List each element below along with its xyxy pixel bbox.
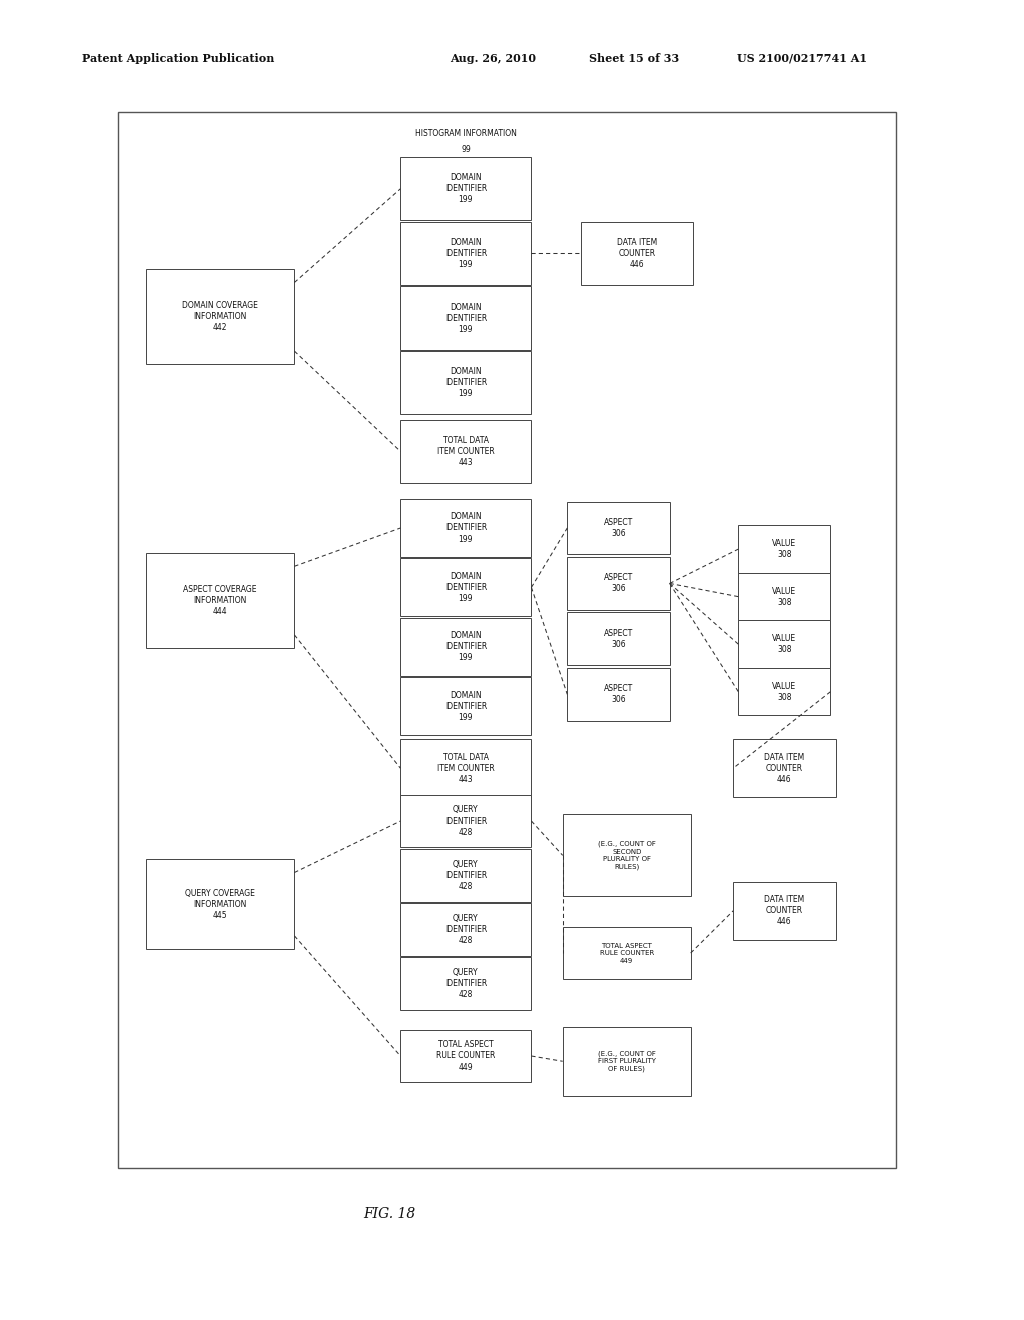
Text: DOMAIN
IDENTIFIER
199: DOMAIN IDENTIFIER 199 xyxy=(444,572,487,603)
FancyBboxPatch shape xyxy=(738,573,830,620)
FancyBboxPatch shape xyxy=(400,499,531,557)
Text: DATA ITEM
COUNTER
446: DATA ITEM COUNTER 446 xyxy=(764,752,805,784)
Text: DOMAIN COVERAGE
INFORMATION
442: DOMAIN COVERAGE INFORMATION 442 xyxy=(182,301,258,333)
FancyBboxPatch shape xyxy=(400,903,531,956)
Text: 99: 99 xyxy=(461,145,471,153)
Text: DOMAIN
IDENTIFIER
199: DOMAIN IDENTIFIER 199 xyxy=(444,173,487,205)
FancyBboxPatch shape xyxy=(738,525,830,573)
FancyBboxPatch shape xyxy=(400,849,531,902)
Text: TOTAL DATA
ITEM COUNTER
443: TOTAL DATA ITEM COUNTER 443 xyxy=(437,436,495,467)
FancyBboxPatch shape xyxy=(567,668,670,721)
Text: DOMAIN
IDENTIFIER
199: DOMAIN IDENTIFIER 199 xyxy=(444,367,487,399)
FancyBboxPatch shape xyxy=(400,558,531,616)
FancyBboxPatch shape xyxy=(567,612,670,665)
Text: TOTAL ASPECT
RULE COUNTER
449: TOTAL ASPECT RULE COUNTER 449 xyxy=(436,1040,496,1072)
Text: QUERY
IDENTIFIER
428: QUERY IDENTIFIER 428 xyxy=(444,913,487,945)
FancyBboxPatch shape xyxy=(400,420,531,483)
FancyBboxPatch shape xyxy=(563,927,690,979)
FancyBboxPatch shape xyxy=(400,157,531,220)
Text: DOMAIN
IDENTIFIER
199: DOMAIN IDENTIFIER 199 xyxy=(444,512,487,544)
FancyBboxPatch shape xyxy=(400,286,531,350)
FancyBboxPatch shape xyxy=(146,553,295,648)
FancyBboxPatch shape xyxy=(738,668,830,715)
Text: Aug. 26, 2010: Aug. 26, 2010 xyxy=(451,53,537,63)
Text: DOMAIN
IDENTIFIER
199: DOMAIN IDENTIFIER 199 xyxy=(444,690,487,722)
Text: ASPECT COVERAGE
INFORMATION
444: ASPECT COVERAGE INFORMATION 444 xyxy=(183,585,257,616)
Text: (E.G., COUNT OF
SECOND
PLURALITY OF
RULES): (E.G., COUNT OF SECOND PLURALITY OF RULE… xyxy=(598,841,655,870)
FancyBboxPatch shape xyxy=(567,502,670,554)
Text: QUERY
IDENTIFIER
428: QUERY IDENTIFIER 428 xyxy=(444,859,487,891)
FancyBboxPatch shape xyxy=(400,795,531,847)
Text: DOMAIN
IDENTIFIER
199: DOMAIN IDENTIFIER 199 xyxy=(444,238,487,269)
Text: DATA ITEM
COUNTER
446: DATA ITEM COUNTER 446 xyxy=(764,895,805,927)
Text: ASPECT
306: ASPECT 306 xyxy=(604,573,633,594)
Text: DOMAIN
IDENTIFIER
199: DOMAIN IDENTIFIER 199 xyxy=(444,302,487,334)
Text: US 2100/0217741 A1: US 2100/0217741 A1 xyxy=(737,53,867,63)
FancyBboxPatch shape xyxy=(581,222,693,285)
Text: VALUE
308: VALUE 308 xyxy=(772,681,797,702)
Text: VALUE
308: VALUE 308 xyxy=(772,539,797,560)
Text: TOTAL ASPECT
RULE COUNTER
449: TOTAL ASPECT RULE COUNTER 449 xyxy=(600,942,653,964)
Text: VALUE
308: VALUE 308 xyxy=(772,634,797,655)
FancyBboxPatch shape xyxy=(400,677,531,735)
FancyBboxPatch shape xyxy=(400,1030,531,1082)
FancyBboxPatch shape xyxy=(563,814,690,896)
Text: HISTOGRAM INFORMATION: HISTOGRAM INFORMATION xyxy=(415,129,517,137)
Text: QUERY
IDENTIFIER
428: QUERY IDENTIFIER 428 xyxy=(444,805,487,837)
Text: Sheet 15 of 33: Sheet 15 of 33 xyxy=(589,53,679,63)
Text: DOMAIN
IDENTIFIER
199: DOMAIN IDENTIFIER 199 xyxy=(444,631,487,663)
FancyBboxPatch shape xyxy=(400,222,531,285)
FancyBboxPatch shape xyxy=(146,859,295,949)
Text: QUERY COVERAGE
INFORMATION
445: QUERY COVERAGE INFORMATION 445 xyxy=(185,888,255,920)
FancyBboxPatch shape xyxy=(400,618,531,676)
FancyBboxPatch shape xyxy=(733,882,836,940)
Text: VALUE
308: VALUE 308 xyxy=(772,586,797,607)
Text: ASPECT
306: ASPECT 306 xyxy=(604,628,633,649)
Text: TOTAL DATA
ITEM COUNTER
443: TOTAL DATA ITEM COUNTER 443 xyxy=(437,752,495,784)
FancyBboxPatch shape xyxy=(733,739,836,797)
Text: QUERY
IDENTIFIER
428: QUERY IDENTIFIER 428 xyxy=(444,968,487,999)
Text: Patent Application Publication: Patent Application Publication xyxy=(82,53,274,63)
FancyBboxPatch shape xyxy=(118,112,896,1168)
FancyBboxPatch shape xyxy=(400,957,531,1010)
Text: DATA ITEM
COUNTER
446: DATA ITEM COUNTER 446 xyxy=(616,238,657,269)
FancyBboxPatch shape xyxy=(146,269,295,364)
FancyBboxPatch shape xyxy=(738,620,830,668)
FancyBboxPatch shape xyxy=(400,739,531,797)
FancyBboxPatch shape xyxy=(400,351,531,414)
Text: (E.G., COUNT OF
FIRST PLURALITY
OF RULES): (E.G., COUNT OF FIRST PLURALITY OF RULES… xyxy=(598,1051,655,1072)
Text: ASPECT
306: ASPECT 306 xyxy=(604,684,633,705)
FancyBboxPatch shape xyxy=(567,557,670,610)
Text: FIG. 18: FIG. 18 xyxy=(362,1208,416,1221)
FancyBboxPatch shape xyxy=(563,1027,690,1096)
Text: ASPECT
306: ASPECT 306 xyxy=(604,517,633,539)
